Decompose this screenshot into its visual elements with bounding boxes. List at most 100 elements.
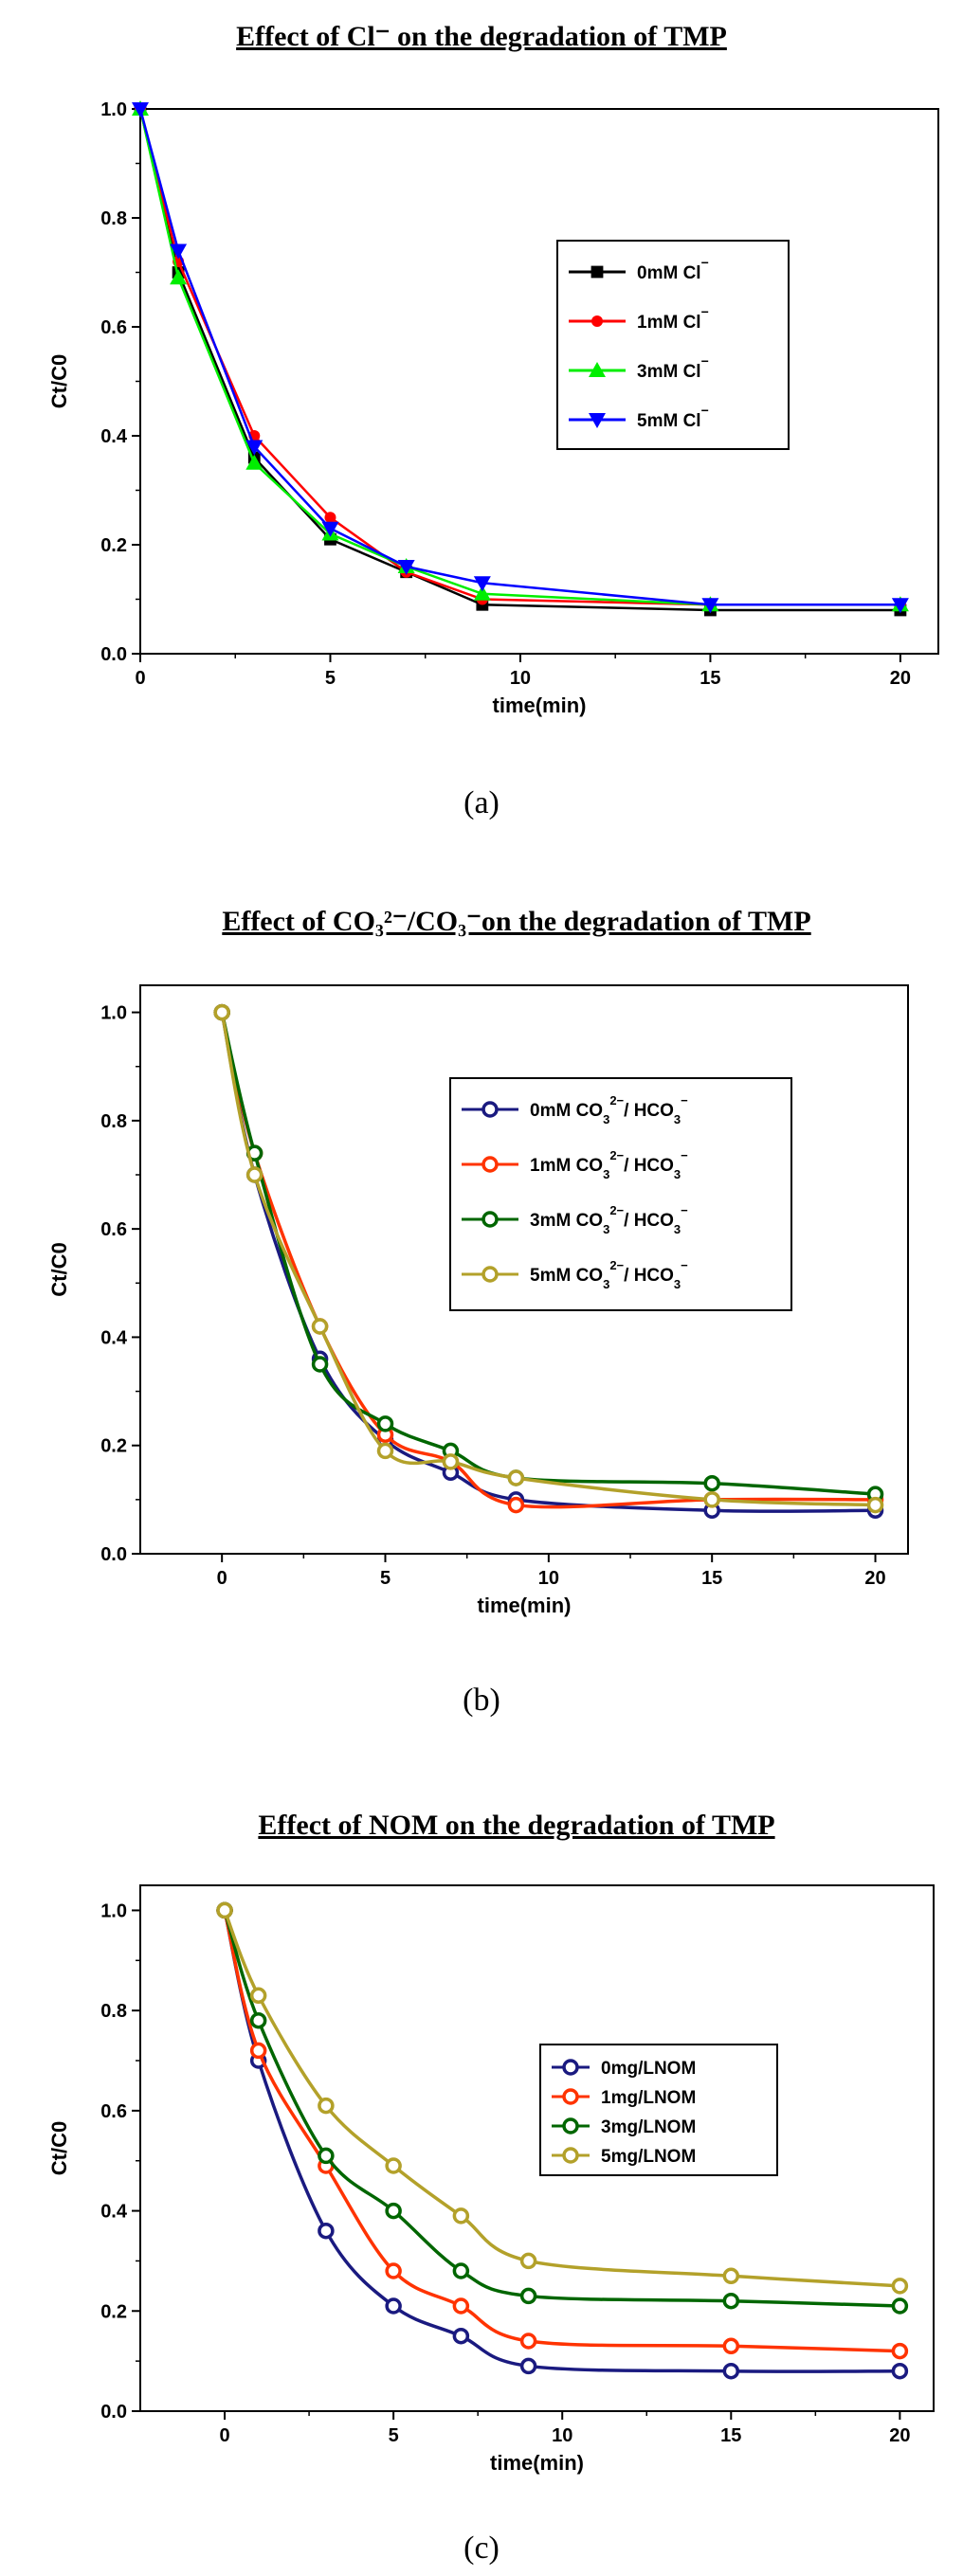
chart-c-series-0-point-7 xyxy=(891,2362,909,2380)
chart-c-series-2-point-7 xyxy=(891,2297,909,2315)
chart-a-ytick-label: 0.8 xyxy=(100,208,127,229)
chart-c-ytick-label: 0.4 xyxy=(100,2202,128,2223)
chart-c-xtick-label: 5 xyxy=(389,2425,399,2446)
chart-b-series-3-point-1 xyxy=(245,1166,263,1183)
chart-b-series-3-point-2 xyxy=(311,1318,329,1335)
chart-b-legend-marker-1 xyxy=(482,1156,499,1173)
chart-a-legend-label-1: 1mM Cl− xyxy=(637,304,709,333)
chart-a-plot-frame xyxy=(139,108,939,655)
chart-b-legend-marker-0 xyxy=(482,1101,499,1118)
chart-a-legend-label-2: 3mM Cl− xyxy=(637,353,709,382)
chart-c-series-0-point-3 xyxy=(385,2297,402,2315)
chart-b-ytick-label: 0.8 xyxy=(100,1111,127,1132)
chart-a-series-3-point-5 xyxy=(473,576,491,592)
chart-a-legend-marker-2 xyxy=(589,362,606,377)
chart-c-series-0-point-5 xyxy=(519,2357,537,2375)
chart-b-ylabel: Ct/C0 xyxy=(47,1242,71,1296)
chart-a-legend-marker-1 xyxy=(591,315,603,327)
chart-a-series-3-point-4 xyxy=(397,560,415,575)
chart-a-ytick-label: 0.2 xyxy=(100,535,127,556)
chart-c-xtick-label: 0 xyxy=(219,2425,229,2446)
chart-a-series-3-point-7 xyxy=(891,598,909,614)
chart-c-series-1-point-1 xyxy=(249,2042,267,2060)
chart-a-ytick-label: 1.0 xyxy=(100,99,127,120)
chart-c-series-2-point-5 xyxy=(519,2287,537,2305)
chart-c-legend-marker-1 xyxy=(562,2088,579,2105)
chart-c-series-1-point-5 xyxy=(519,2333,537,2350)
chart-a-xlabel: time(min) xyxy=(493,694,587,717)
chart-b-series-3-point-6 xyxy=(703,1491,720,1508)
chart-b-xtick-label: 0 xyxy=(217,1568,227,1589)
chart-c-legend-label-3: 5mg/LNOM xyxy=(601,2147,696,2167)
chart-a-legend-marker-3 xyxy=(589,413,606,428)
chart-c-series-2-point-2 xyxy=(318,2147,335,2165)
chart-b-legend-label-2: 3mM CO32−/ HCO3− xyxy=(530,1203,688,1236)
chart-c-series-3-point-3 xyxy=(385,2157,402,2174)
chart-b-series-3-point-3 xyxy=(376,1442,394,1460)
chart-c-series-0-point-2 xyxy=(318,2222,335,2240)
chart-a-series-3-point-6 xyxy=(701,598,719,614)
chart-b-title: Effect of CO₃²⁻/CO₃⁻on the degradation o… xyxy=(222,906,810,937)
chart-a-series-2-point-5 xyxy=(473,585,491,601)
chart-b-series-2-point-3 xyxy=(376,1415,394,1432)
chart-b-series-2-point-2 xyxy=(311,1356,329,1373)
chart-a-series-line-3 xyxy=(138,108,900,606)
chart-a-legend-label-0: 0mM Cl− xyxy=(637,255,709,283)
chart-b-caption: (b) xyxy=(463,1683,500,1718)
chart-b-series-3-point-4 xyxy=(442,1453,460,1470)
chart-b-legend-label-1: 1mM CO32−/ HCO3− xyxy=(530,1148,688,1181)
chart-b-ytick-label: 0.6 xyxy=(100,1219,127,1240)
chart-c-series-3-point-5 xyxy=(519,2252,537,2270)
chart-b-series-3-point-7 xyxy=(866,1496,884,1514)
chart-c-title: Effect of NOM on the degradation of TMP xyxy=(258,1810,774,1841)
chart-b-series-3-point-0 xyxy=(213,1003,230,1021)
chart-a-series-2-point-1 xyxy=(170,269,188,285)
panel-b: Effect of CO₃²⁻/CO₃⁻on the degradation o… xyxy=(47,906,909,1718)
chart-c-series-3-point-1 xyxy=(249,1987,267,2005)
chart-b-xlabel: time(min) xyxy=(478,1594,572,1617)
chart-a-series-3-point-0 xyxy=(132,102,149,117)
chart-a-xtick-label: 15 xyxy=(700,668,720,689)
chart-a-ytick-label: 0.6 xyxy=(100,317,127,338)
chart-a-xtick-label: 10 xyxy=(510,668,531,689)
chart-c-xtick-label: 10 xyxy=(552,2425,572,2446)
chart-a-ylabel: Ct/C0 xyxy=(47,354,71,408)
chart-c-series-0-point-4 xyxy=(452,2327,470,2345)
chart-a-xtick-label: 5 xyxy=(325,668,336,689)
chart-a-title: Effect of Cl⁻ on the degradation of TMP xyxy=(236,21,727,52)
chart-a-legend-marker-0 xyxy=(591,265,604,279)
chart-c-legend-label-2: 3mg/LNOM xyxy=(601,2117,696,2137)
chart-c-legend-marker-3 xyxy=(562,2147,579,2164)
chart-c-ytick-label: 0.6 xyxy=(100,2101,127,2122)
panel-a: Effect of Cl⁻ on the degradation of TMP … xyxy=(47,21,939,820)
chart-a-ytick-label: 0.0 xyxy=(100,644,127,665)
chart-c-ytick-label: 1.0 xyxy=(100,1900,127,1921)
chart-c-series-1-point-6 xyxy=(722,2337,740,2355)
chart-c-plot-frame xyxy=(139,1884,935,2412)
chart-c-xlabel: time(min) xyxy=(490,2451,584,2475)
chart-a-xtick-label: 0 xyxy=(135,668,145,689)
chart-c-series-3-point-4 xyxy=(452,2207,470,2225)
chart-c-ytick-label: 0.8 xyxy=(100,2001,127,2022)
chart-c-ytick-label: 0.0 xyxy=(100,2402,127,2423)
chart-c-series-2-point-1 xyxy=(249,2011,267,2029)
chart-c-xtick-label: 15 xyxy=(720,2425,741,2446)
chart-b-series-1-point-5 xyxy=(507,1496,525,1514)
chart-c-series-3-point-0 xyxy=(216,1901,233,1919)
chart-c-legend-marker-0 xyxy=(562,2059,579,2076)
chart-b-plot-frame xyxy=(139,984,909,1555)
panel-c: Effect of NOM on the degradation of TMP … xyxy=(47,1810,935,2566)
chart-c-series-3-point-2 xyxy=(318,2097,335,2115)
chart-b-legend-marker-3 xyxy=(482,1266,499,1283)
chart-a-series-1-point-3 xyxy=(324,512,336,524)
chart-c-series-3-point-7 xyxy=(891,2278,909,2295)
chart-a-series-2-point-2 xyxy=(245,454,263,470)
chart-c-xtick-label: 20 xyxy=(889,2425,910,2446)
chart-b-xtick-label: 5 xyxy=(380,1568,391,1589)
chart-c-series-1-point-3 xyxy=(385,2262,402,2279)
chart-c-caption: (c) xyxy=(463,2531,500,2566)
chart-c-series-1-point-7 xyxy=(891,2342,909,2360)
chart-c-series-3-point-6 xyxy=(722,2267,740,2285)
chart-b-ytick-label: 0.2 xyxy=(100,1436,127,1457)
chart-a-series-3-point-3 xyxy=(321,521,339,537)
